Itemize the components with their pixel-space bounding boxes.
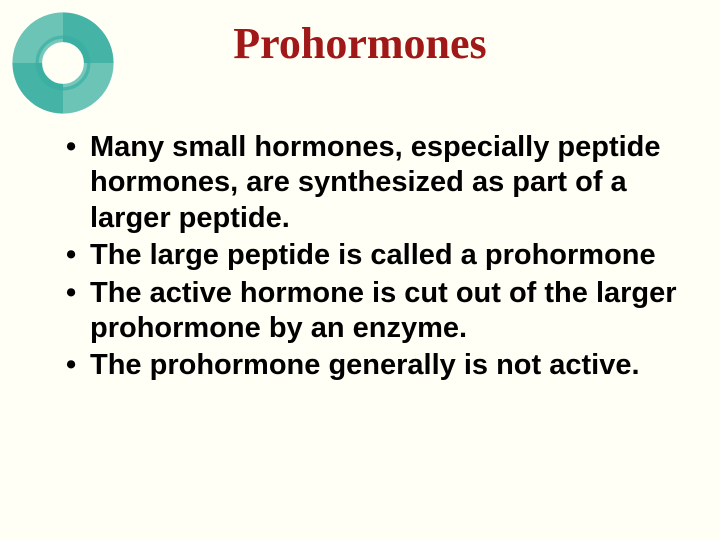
slide-body: Many small hormones, especially peptide … <box>60 130 680 386</box>
list-item: The active hormone is cut out of the lar… <box>60 276 680 347</box>
list-item: The prohormone generally is not active. <box>60 348 680 383</box>
list-item: Many small hormones, especially peptide … <box>60 130 680 236</box>
slide-title: Prohormones <box>0 18 720 69</box>
bullet-list: Many small hormones, especially peptide … <box>60 130 680 384</box>
list-item: The large peptide is called a prohormone <box>60 238 680 273</box>
